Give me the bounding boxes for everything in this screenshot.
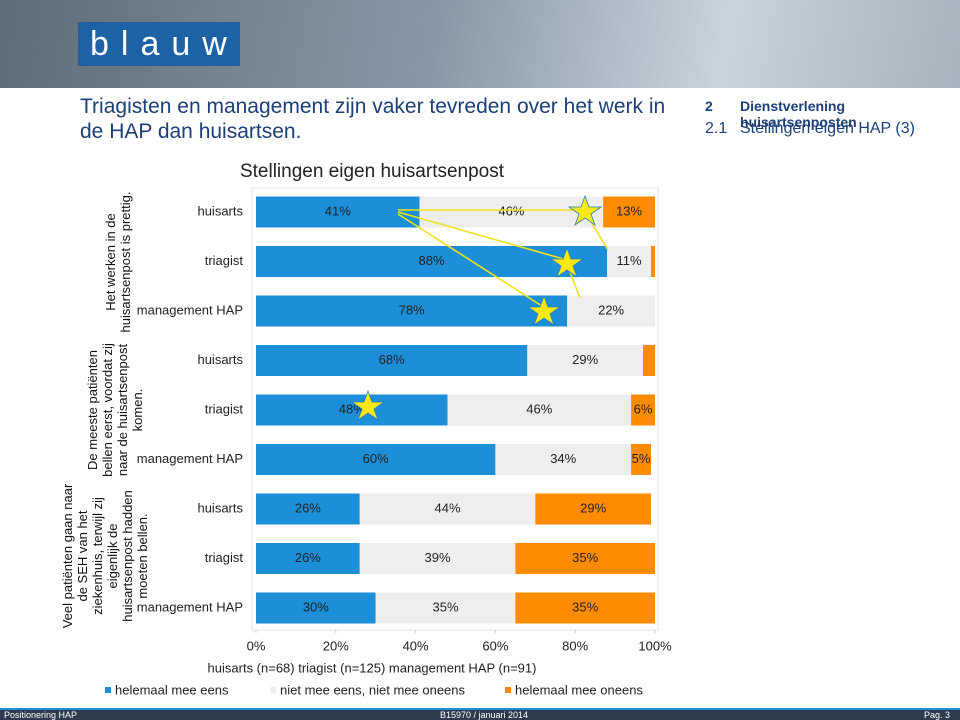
bar-segment bbox=[515, 592, 655, 624]
plot-frame bbox=[251, 187, 659, 631]
bar-segment bbox=[607, 246, 652, 277]
y-tick-label: management HAP bbox=[137, 599, 243, 614]
value-label: 88% bbox=[419, 253, 445, 268]
value-label: 41% bbox=[325, 203, 351, 218]
value-label: 35% bbox=[572, 599, 598, 614]
value-label: 78% bbox=[399, 302, 425, 317]
bar-segment bbox=[567, 295, 655, 327]
value-label: 46% bbox=[498, 203, 524, 218]
value-label: 60% bbox=[363, 451, 389, 466]
logo: blauw bbox=[78, 22, 240, 66]
star bbox=[567, 194, 603, 227]
bar-segment bbox=[535, 493, 652, 525]
annotations bbox=[350, 194, 609, 422]
subsection-title: Stellingen eigen HAP (3) bbox=[740, 120, 915, 137]
footer-right: Pag. 3 bbox=[924, 710, 951, 720]
bar-segment bbox=[256, 394, 448, 426]
arrow bbox=[397, 213, 546, 309]
value-label: 29% bbox=[580, 500, 606, 515]
bar-segment bbox=[256, 246, 608, 277]
bar-segment bbox=[631, 394, 655, 426]
bar-segment bbox=[419, 196, 604, 228]
bar-segment bbox=[256, 196, 420, 228]
x-tick-label: 60% bbox=[482, 638, 508, 653]
value-label: 22% bbox=[598, 302, 624, 317]
value-label: 35% bbox=[572, 550, 598, 565]
y-tick-label: huisarts bbox=[197, 500, 243, 515]
value-label: 30% bbox=[303, 599, 329, 614]
bar-segment bbox=[643, 345, 655, 376]
bar-segment bbox=[631, 444, 652, 475]
bar-segment bbox=[495, 444, 632, 475]
value-label: 29% bbox=[572, 352, 598, 367]
y-tick-label: huisarts bbox=[197, 352, 243, 367]
footer-left: Positionering HAP bbox=[4, 710, 78, 720]
footer-center: B15970 / januari 2014 bbox=[440, 710, 529, 720]
chart-title: Stellingen eigen huisartsenpost bbox=[240, 161, 505, 182]
arrow bbox=[397, 211, 568, 261]
y-tick-label: triagist bbox=[205, 253, 244, 268]
value-label: 44% bbox=[435, 500, 461, 515]
value-label: 35% bbox=[433, 599, 459, 614]
value-label: 6% bbox=[634, 401, 653, 416]
bar-segment bbox=[359, 543, 516, 574]
legend-swatch bbox=[505, 687, 511, 693]
bar-segment bbox=[447, 394, 632, 426]
value-label: 13% bbox=[616, 203, 642, 218]
chart-note: huisarts (n=68) triagist (n=125) managem… bbox=[208, 660, 537, 675]
star bbox=[350, 389, 386, 422]
star bbox=[549, 246, 585, 279]
x-tick-label: 0% bbox=[247, 638, 266, 653]
y-tick-label: triagist bbox=[205, 550, 244, 565]
bar-segment bbox=[256, 345, 528, 376]
value-label: 34% bbox=[550, 451, 576, 466]
bar-segment bbox=[359, 493, 536, 525]
x-tick-label: 20% bbox=[323, 638, 349, 653]
legend-swatch bbox=[270, 687, 276, 693]
subsection-number: 2.1 bbox=[705, 120, 728, 137]
footer: Positionering HAP B15970 / januari 2014 … bbox=[0, 708, 960, 720]
y-tick-label: huisarts bbox=[197, 203, 243, 218]
value-label: 26% bbox=[295, 500, 321, 515]
bar-segment bbox=[651, 246, 655, 277]
y-tick-label: management HAP bbox=[137, 451, 243, 466]
legend-swatch bbox=[105, 687, 111, 693]
x-tick-label: 40% bbox=[403, 638, 429, 653]
legend-label: niet mee eens, niet mee oneens bbox=[280, 682, 466, 697]
y-tick-label: triagist bbox=[205, 401, 244, 416]
value-label: 26% bbox=[295, 550, 321, 565]
legend-label: helemaal mee eens bbox=[115, 682, 229, 697]
legend-label: helemaal mee oneens bbox=[515, 682, 643, 697]
section-title: Dienstverlening huisartsenposten bbox=[740, 98, 857, 130]
bar-segment bbox=[256, 493, 360, 525]
headline: Triagisten en management zijn vaker tevr… bbox=[80, 95, 666, 143]
bar-segment bbox=[527, 345, 644, 376]
x-tick-label: 80% bbox=[562, 638, 588, 653]
bar-segment bbox=[256, 295, 568, 327]
value-label: 5% bbox=[632, 451, 651, 466]
bar-segment bbox=[375, 592, 516, 624]
x-tick-label: 100% bbox=[638, 638, 672, 653]
value-label: 39% bbox=[425, 550, 451, 565]
star bbox=[526, 294, 562, 327]
section-number: 2 bbox=[705, 98, 713, 114]
bar-segment bbox=[256, 592, 376, 624]
bar-segment bbox=[603, 196, 655, 228]
value-label: 46% bbox=[526, 401, 552, 416]
bar-segment bbox=[515, 543, 655, 574]
y-tick-label: management HAP bbox=[137, 302, 243, 317]
bar-segment bbox=[256, 444, 496, 475]
value-label: 11% bbox=[617, 253, 642, 268]
value-label: 68% bbox=[379, 352, 405, 367]
bar-segment bbox=[256, 543, 360, 574]
